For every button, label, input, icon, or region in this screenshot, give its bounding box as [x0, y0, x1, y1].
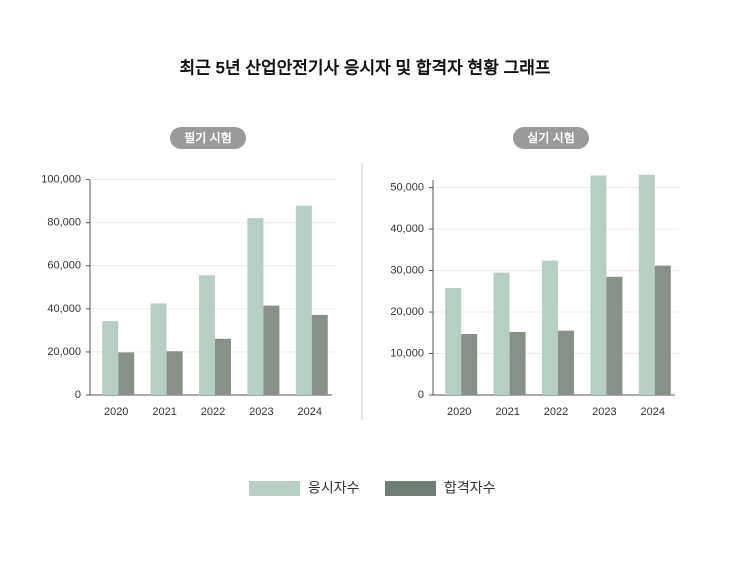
x-tick-label: 2020 — [447, 406, 471, 418]
x-tick-label: 2021 — [152, 406, 176, 418]
y-tick-label: 0 — [75, 389, 81, 401]
y-tick-label: 50,000 — [390, 181, 424, 193]
bar — [638, 174, 655, 395]
bar — [311, 314, 328, 395]
legend-label: 합격자수 — [444, 480, 496, 496]
y-tick-label: 20,000 — [47, 346, 81, 358]
y-tick-label: 60,000 — [47, 260, 81, 272]
bar — [590, 175, 607, 395]
x-tick-label: 2023 — [249, 406, 273, 418]
bar — [445, 287, 462, 395]
y-tick-label: 40,000 — [390, 223, 424, 235]
chart-subtitle: 필기 시험 — [184, 130, 232, 145]
bar — [654, 265, 671, 395]
x-tick-label: 2021 — [495, 406, 519, 418]
bar — [199, 275, 215, 395]
bar — [215, 338, 231, 395]
bar — [102, 321, 119, 395]
x-tick-label: 2024 — [298, 406, 322, 418]
bar — [263, 305, 280, 395]
x-tick-label: 2023 — [592, 406, 616, 418]
bar — [509, 331, 526, 395]
bar — [606, 276, 623, 395]
x-tick-label: 2020 — [104, 406, 128, 418]
y-tick-label: 20,000 — [390, 306, 424, 318]
bar — [166, 351, 183, 395]
bar — [493, 272, 510, 395]
bar — [295, 205, 312, 395]
x-tick-label: 2022 — [544, 406, 568, 418]
subtitle-pill — [170, 127, 246, 149]
bar — [542, 260, 558, 395]
y-tick-label: 0 — [418, 389, 424, 401]
bar — [118, 352, 135, 395]
subtitle-pill — [513, 127, 589, 149]
x-tick-label: 2022 — [201, 406, 225, 418]
legend-label: 응시자수 — [308, 480, 360, 496]
legend-swatch — [385, 481, 436, 496]
y-tick-label: 100,000 — [41, 174, 81, 186]
legend-swatch — [249, 481, 300, 496]
y-tick-label: 40,000 — [47, 303, 81, 315]
y-tick-label: 80,000 — [47, 217, 81, 229]
x-tick-label: 2024 — [641, 406, 665, 418]
bar — [247, 218, 264, 395]
bar — [461, 334, 478, 395]
y-tick-label: 10,000 — [390, 347, 424, 359]
bar — [558, 330, 574, 395]
chart-title: 최근 5년 산업안전기사 응시자 및 합격자 현황 그래프 — [180, 57, 551, 77]
chart-subtitle: 실기 시험 — [527, 130, 575, 145]
bar — [150, 303, 167, 395]
y-tick-label: 30,000 — [390, 264, 424, 276]
